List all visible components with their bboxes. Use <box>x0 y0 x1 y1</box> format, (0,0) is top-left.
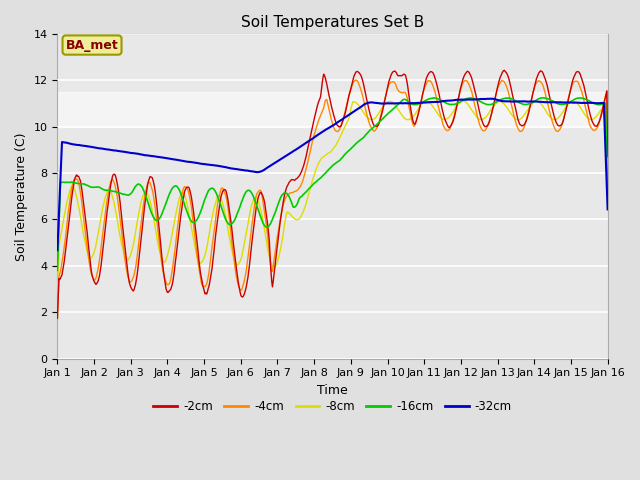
X-axis label: Time: Time <box>317 384 348 397</box>
Bar <box>58 92 607 127</box>
Text: BA_met: BA_met <box>66 38 118 51</box>
Title: Soil Temperatures Set B: Soil Temperatures Set B <box>241 15 424 30</box>
Y-axis label: Soil Temperature (C): Soil Temperature (C) <box>15 132 28 261</box>
Legend: -2cm, -4cm, -8cm, -16cm, -32cm: -2cm, -4cm, -8cm, -16cm, -32cm <box>148 395 516 418</box>
